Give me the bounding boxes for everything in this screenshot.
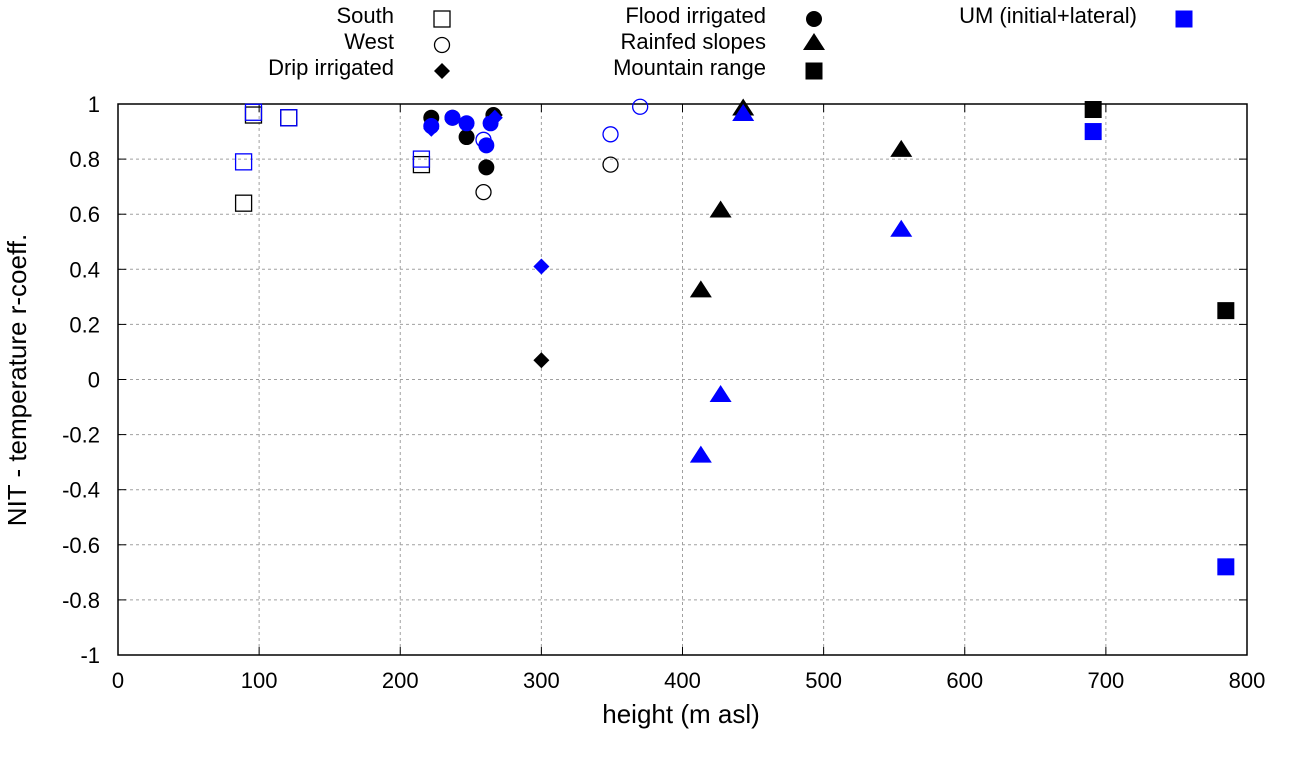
legend-marker [806,11,822,27]
data-point [486,109,503,126]
y-tick-label: 0.4 [69,257,100,282]
data-point [890,139,913,157]
legend-marker [433,36,451,54]
data-point [1217,302,1235,320]
series-rainfed-slopes-um [689,104,913,463]
x-tick-label: 300 [523,668,560,693]
data-point [602,126,619,143]
series-drip-irrigated [486,107,550,369]
y-tick-label: -1 [80,643,100,668]
data-point [234,153,253,171]
data-point [533,352,550,369]
legend-item: Rainfed slopes [620,29,825,54]
x-tick-label: 600 [946,668,983,693]
series-west [475,156,619,201]
data-point [458,129,475,146]
legend-marker [1175,10,1193,28]
data-point [709,200,732,218]
y-tick-label: 0 [88,368,100,393]
x-tick-labels: 0 100 200 300 400 500 600 700 800 [112,668,1265,693]
x-axis-title: height (m asl) [602,699,760,729]
data-point [478,137,495,154]
legend-label: Drip irrigated [268,55,394,80]
y-tick-label: -0.4 [62,478,100,503]
series-rainfed-slopes [689,98,913,298]
data-point [478,159,495,176]
plot-frame [117,103,1248,656]
legend-label: West [344,29,394,54]
data-point [732,104,755,122]
legend-marker [433,10,451,28]
y-axis-title: NIT - temperature r-coeff. [2,234,32,526]
x-tick-label: 800 [1229,668,1266,693]
data-point [602,156,619,173]
data-point [689,280,712,298]
x-tick-label: 700 [1088,668,1125,693]
y-tick-labels: -1 -0.8 -0.6 -0.4 -0.2 0 0.2 0.4 0.6 0.8 1 [62,92,100,668]
legend-item: Drip irrigated [268,55,450,80]
data-point [244,103,263,121]
data-point [1084,123,1102,141]
x-tick-label: 400 [664,668,701,693]
data-point [280,109,298,127]
data-point [1217,558,1235,576]
series-mountain-range [1084,101,1235,320]
series-west-um [475,98,649,148]
y-tick-label: 0.8 [69,147,100,172]
data-points [234,98,1235,576]
y-tick-label: 0.2 [69,312,100,337]
legend-marker [434,63,450,79]
x-tick-label: 500 [805,668,842,693]
y-tick-label: -0.6 [62,533,100,558]
data-point [709,385,732,403]
legend-label: Mountain range [613,55,766,80]
data-point [689,445,712,463]
y-tick-label: 0.6 [69,202,100,227]
series-mountain-range-um [1084,123,1235,576]
x-tick-label: 100 [241,668,278,693]
y-tick-label: -0.8 [62,588,100,613]
y-tick-label: -0.2 [62,423,100,448]
data-point [412,155,431,174]
legend-item: South [337,3,451,28]
data-point [234,194,253,212]
data-point [412,150,431,168]
data-point [423,120,440,137]
data-point [475,184,492,201]
legend-marker [803,33,825,50]
series-drip-irrigated-um [423,109,550,275]
y-tick-label: 1 [88,92,100,117]
data-point [444,109,461,126]
series-south-um [234,103,431,171]
legend-item: UM (initial+lateral) [959,3,1193,28]
legend-item: Flood irrigated [625,3,822,28]
data-point [1084,101,1102,119]
legend-marker [805,62,823,80]
data-point [458,115,475,132]
data-point [890,219,913,237]
data-point [632,98,649,115]
data-point [533,258,550,275]
grid-lines [118,104,1247,655]
legend-label: Flood irrigated [625,3,766,28]
data-point [280,109,298,127]
x-tick-label: 200 [382,668,419,693]
legend-label: Rainfed slopes [620,29,766,54]
legend-item: West [344,29,451,54]
legend-label: UM (initial+lateral) [959,3,1137,28]
x-tick-label: 0 [112,668,124,693]
legend-item: Mountain range [613,55,823,80]
legend-label: South [337,3,395,28]
